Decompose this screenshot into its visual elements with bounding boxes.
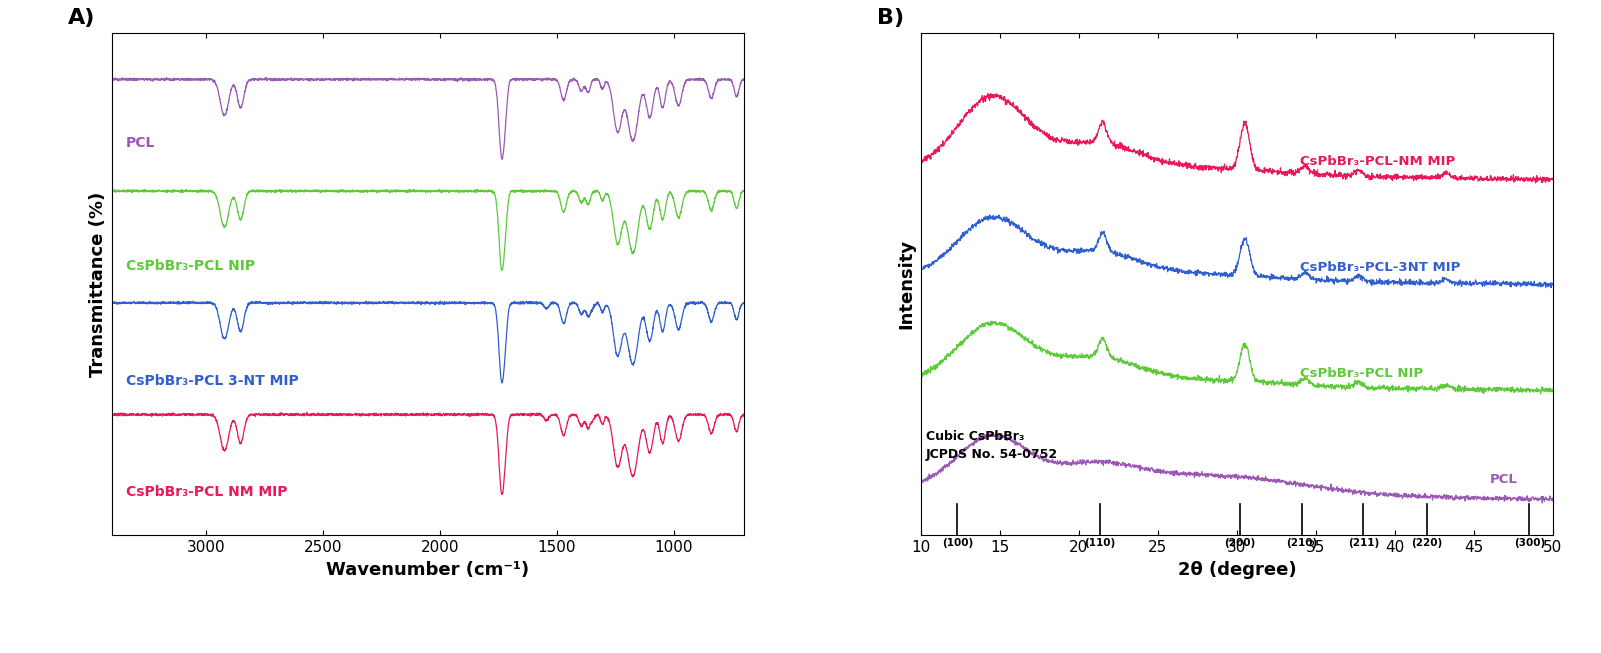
Y-axis label: Transmittance (%): Transmittance (%) bbox=[88, 191, 107, 377]
Text: (210): (210) bbox=[1286, 537, 1318, 548]
Text: B): B) bbox=[877, 8, 905, 27]
Text: (110): (110) bbox=[1084, 537, 1116, 548]
Text: CsPbBr₃-PCL NIP: CsPbBr₃-PCL NIP bbox=[126, 259, 255, 272]
Text: Cubic CsPbBr₃: Cubic CsPbBr₃ bbox=[925, 430, 1025, 443]
Text: CsPbBr₃-PCL-3NT MIP: CsPbBr₃-PCL-3NT MIP bbox=[1300, 261, 1460, 274]
Text: CsPbBr₃-PCL NIP: CsPbBr₃-PCL NIP bbox=[1300, 367, 1423, 379]
Text: A): A) bbox=[67, 8, 94, 27]
X-axis label: 2θ (degree): 2θ (degree) bbox=[1178, 561, 1297, 579]
Text: (220): (220) bbox=[1410, 537, 1443, 548]
Text: (211): (211) bbox=[1348, 537, 1378, 548]
Text: CsPbBr₃-PCL 3-NT MIP: CsPbBr₃-PCL 3-NT MIP bbox=[126, 374, 299, 388]
X-axis label: Wavenumber (cm⁻¹): Wavenumber (cm⁻¹) bbox=[327, 561, 530, 579]
Y-axis label: Intensity: Intensity bbox=[898, 239, 916, 329]
Text: PCL: PCL bbox=[126, 136, 155, 150]
Text: CsPbBr₃-PCL NM MIP: CsPbBr₃-PCL NM MIP bbox=[126, 485, 288, 500]
Text: (100): (100) bbox=[941, 537, 973, 548]
Text: JCPDS No. 54-0752: JCPDS No. 54-0752 bbox=[925, 447, 1058, 460]
Text: CsPbBr₃-PCL-NM MIP: CsPbBr₃-PCL-NM MIP bbox=[1300, 155, 1455, 168]
Text: (200): (200) bbox=[1225, 537, 1255, 548]
Text: (300): (300) bbox=[1513, 537, 1545, 548]
Text: PCL: PCL bbox=[1491, 473, 1518, 486]
